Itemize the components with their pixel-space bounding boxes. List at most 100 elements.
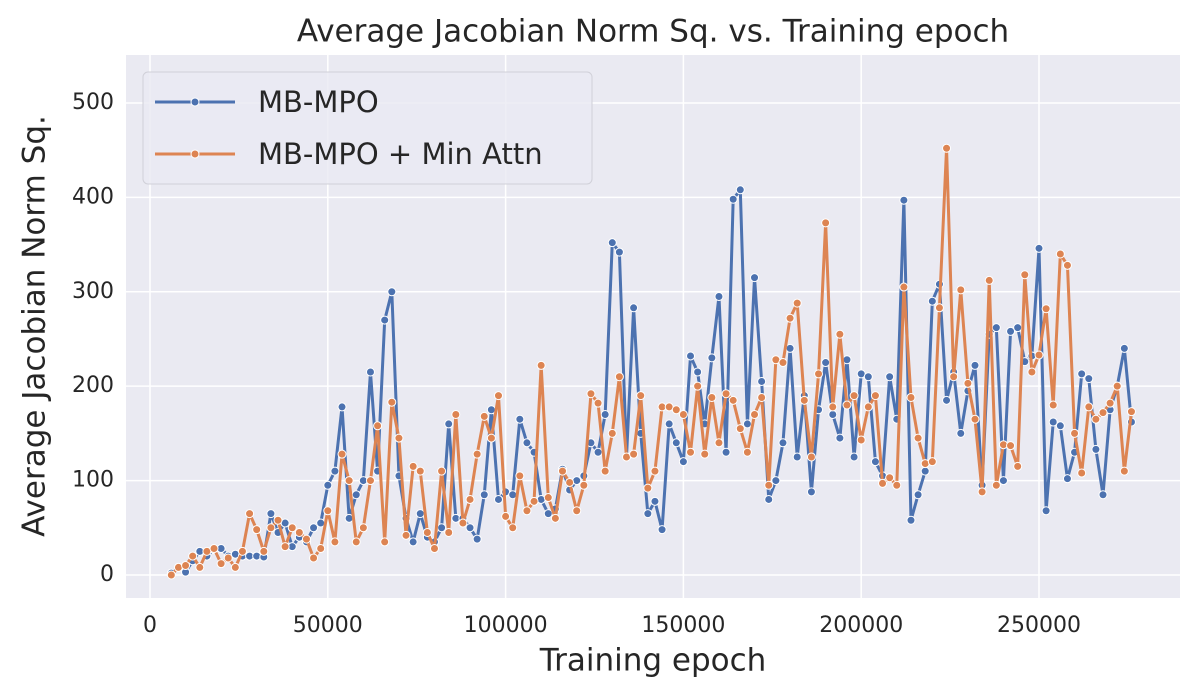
point — [522, 438, 532, 448]
legend-box — [142, 71, 593, 185]
point — [671, 405, 681, 415]
point — [607, 238, 617, 248]
point — [728, 395, 738, 405]
chart-title: Average Jacobian Norm Sq. vs. Training e… — [297, 14, 1009, 50]
point — [536, 360, 546, 370]
point — [373, 421, 383, 431]
y-tick-label: 400 — [72, 184, 114, 209]
point — [1084, 374, 1094, 384]
point — [785, 313, 795, 323]
point — [437, 523, 447, 533]
point — [757, 376, 767, 386]
point — [557, 466, 567, 476]
point — [636, 391, 646, 401]
point — [1084, 402, 1094, 412]
point — [1048, 417, 1058, 427]
point — [792, 298, 802, 308]
point — [429, 544, 439, 554]
point — [444, 419, 454, 429]
point — [508, 523, 518, 533]
point — [358, 523, 368, 533]
point — [821, 218, 831, 228]
point — [721, 389, 731, 399]
point — [991, 323, 1001, 333]
point — [387, 397, 397, 407]
point — [309, 553, 319, 563]
point — [870, 457, 880, 467]
point — [337, 449, 347, 459]
point — [814, 369, 824, 379]
x-tick-label: 100000 — [464, 613, 548, 638]
point — [330, 466, 340, 476]
point — [1119, 343, 1129, 353]
point — [422, 527, 432, 537]
point — [643, 509, 653, 519]
point — [806, 452, 816, 462]
point — [323, 506, 333, 516]
point — [842, 400, 852, 410]
point — [472, 534, 482, 544]
point — [543, 493, 553, 503]
point — [671, 438, 681, 448]
point — [1055, 421, 1065, 431]
point — [408, 461, 418, 471]
point — [1006, 441, 1016, 451]
point — [650, 496, 660, 506]
point — [166, 570, 176, 580]
x-tick-label: 200000 — [819, 613, 903, 638]
x-tick-label: 150000 — [641, 613, 725, 638]
x-tick-label: 0 — [143, 613, 157, 638]
point — [899, 282, 909, 292]
point — [586, 389, 596, 399]
point — [885, 372, 895, 382]
point — [195, 562, 205, 572]
point — [970, 414, 980, 424]
point — [913, 433, 923, 443]
point — [878, 478, 888, 488]
point — [579, 480, 589, 490]
point — [942, 395, 952, 405]
point — [323, 480, 333, 490]
point — [1034, 350, 1044, 360]
point — [991, 480, 1001, 490]
point — [678, 409, 688, 419]
point — [266, 523, 276, 533]
point — [750, 273, 760, 283]
series-line — [170, 188, 1133, 575]
point — [607, 428, 617, 438]
point — [686, 447, 696, 457]
point — [942, 143, 952, 153]
point — [757, 392, 767, 402]
point — [515, 471, 525, 481]
point — [486, 433, 496, 443]
point — [1027, 367, 1037, 377]
point — [849, 452, 859, 462]
point — [572, 506, 582, 516]
point — [664, 419, 674, 429]
y-tick-label: 500 — [72, 90, 114, 115]
point — [742, 419, 752, 429]
point — [344, 476, 354, 486]
point — [899, 195, 909, 205]
point — [714, 438, 724, 448]
point — [1105, 398, 1115, 408]
point — [1062, 474, 1072, 484]
point — [209, 544, 219, 554]
point — [529, 496, 539, 506]
point — [778, 358, 788, 368]
point — [337, 402, 347, 412]
series-line — [170, 146, 1133, 576]
point — [287, 523, 297, 533]
point — [956, 428, 966, 438]
point — [387, 287, 397, 297]
point — [728, 194, 738, 204]
point — [522, 506, 532, 516]
point — [1098, 490, 1108, 500]
point — [721, 447, 731, 457]
point — [885, 473, 895, 483]
point — [778, 438, 788, 448]
point — [906, 515, 916, 525]
point — [437, 466, 447, 476]
point — [273, 515, 283, 525]
point — [1055, 249, 1065, 259]
